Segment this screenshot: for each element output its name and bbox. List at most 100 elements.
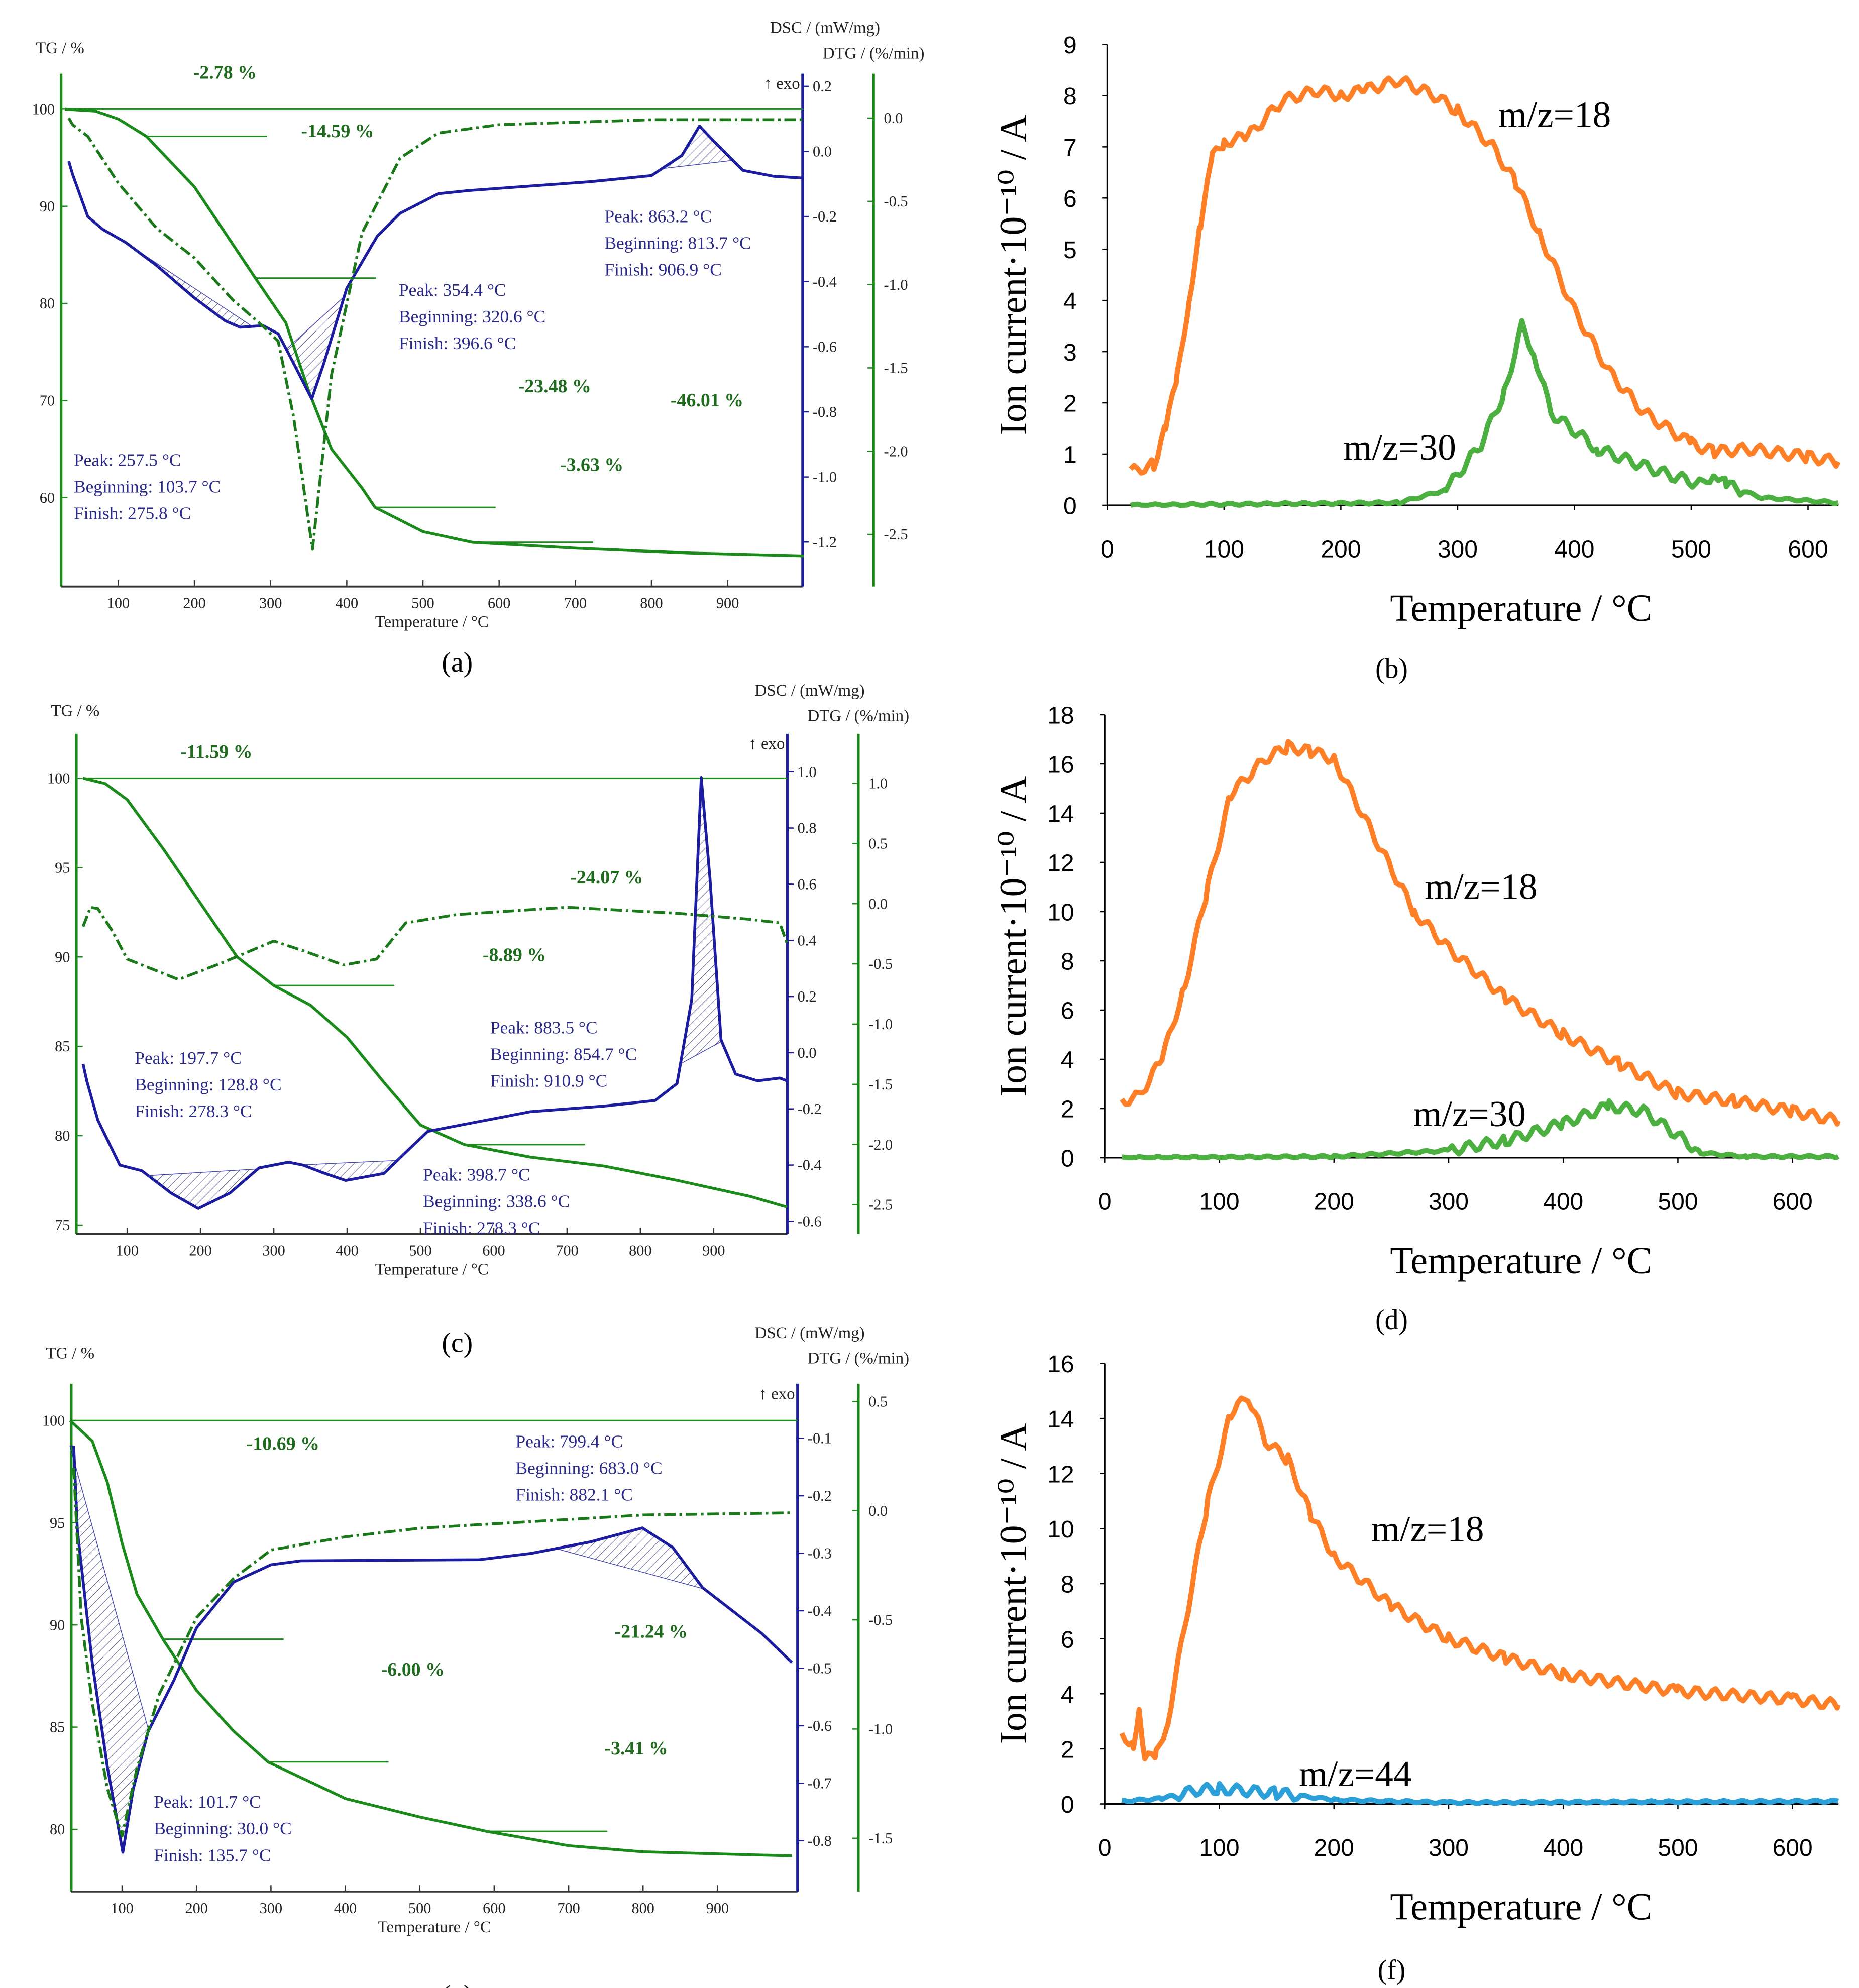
x-tick-label: 200 bbox=[1321, 536, 1361, 563]
series-line-mz18 bbox=[1120, 739, 1841, 1127]
dtg-tick-label: -2.5 bbox=[868, 1196, 893, 1213]
x-tick-label: 200 bbox=[185, 1900, 207, 1917]
dsc-tick-label: 0.0 bbox=[798, 1044, 817, 1061]
y-tick-label: 6 bbox=[1061, 998, 1074, 1025]
dsc-tick-label: -0.2 bbox=[808, 1487, 832, 1504]
exo-label: ↑ exo bbox=[764, 75, 800, 93]
x-tick-label: 100 bbox=[116, 1242, 138, 1259]
dsc-axis-label: DSC / (mW/mg) bbox=[755, 1324, 865, 1342]
mass-loss-label: -3.41 % bbox=[604, 1738, 668, 1759]
x-tick-label: 100 bbox=[1199, 1835, 1239, 1861]
x-axis-label: Temperature / °C bbox=[1390, 587, 1652, 629]
tg-tick-label: 95 bbox=[50, 1514, 65, 1531]
tg-tick-label: 70 bbox=[40, 392, 55, 409]
x-tick-label: 100 bbox=[107, 595, 130, 612]
peak-beginning-label: Beginning: 338.6 °C bbox=[423, 1191, 570, 1211]
y-axis-label: Ion current·10⁻¹⁰ / A bbox=[993, 776, 1035, 1097]
x-tick-label: 600 bbox=[1773, 1835, 1813, 1861]
x-axis-label: Temperature / °C bbox=[1390, 1886, 1652, 1928]
dtg-tick-label: -1.5 bbox=[868, 1830, 893, 1847]
dsc-tick-label: 0.4 bbox=[798, 932, 817, 949]
dtg-tick-label: -0.5 bbox=[868, 1611, 893, 1628]
x-tick-label: 800 bbox=[632, 1900, 654, 1917]
x-tick-label: 400 bbox=[1543, 1189, 1583, 1216]
y-tick-label: 8 bbox=[1063, 83, 1077, 110]
y-tick-label: 2 bbox=[1061, 1737, 1074, 1763]
x-tick-label: 100 bbox=[1199, 1189, 1239, 1216]
dsc-tick-label: 0.2 bbox=[798, 988, 817, 1005]
dsc-tick-label: -0.8 bbox=[813, 403, 837, 420]
x-tick-label: 800 bbox=[640, 595, 663, 612]
tg-tick-label: 100 bbox=[32, 100, 55, 118]
dsc-tick-label: -0.4 bbox=[798, 1157, 822, 1174]
peak-beginning-label: Beginning: 128.8 °C bbox=[135, 1074, 281, 1094]
peak-finish-label: Finish: 135.7 °C bbox=[154, 1845, 271, 1865]
series-label: m/z=30 bbox=[1413, 1093, 1526, 1134]
dtg-tick-label: -1.5 bbox=[868, 1076, 893, 1093]
y-tick-label: 5 bbox=[1063, 237, 1077, 264]
tg-curve bbox=[69, 1419, 792, 1857]
tg-curve bbox=[82, 777, 788, 1209]
y-tick-label: 2 bbox=[1063, 391, 1077, 417]
panel-label: (b) bbox=[1375, 653, 1408, 685]
y-tick-label: 3 bbox=[1063, 340, 1077, 366]
ion-current-chart-f: 0 2 4 6 8 10 12 14 16 0 100 200 300 400 500 600 Ion curr… bbox=[993, 1351, 1841, 1985]
tg-axis-label: TG / % bbox=[36, 39, 84, 57]
exo-label: ↑ exo bbox=[748, 735, 785, 753]
x-axis-label: Temperature / °C bbox=[378, 1918, 491, 1936]
panel-label: (d) bbox=[1375, 1304, 1408, 1336]
peak-temperature-label: Peak: 799.4 °C bbox=[516, 1431, 623, 1451]
dsc-tick-label: 0.0 bbox=[813, 143, 832, 160]
peak-temperature-label: Peak: 257.5 °C bbox=[74, 450, 181, 470]
mass-loss-label: -21.24 % bbox=[615, 1621, 688, 1642]
tg-curve bbox=[65, 107, 804, 558]
mass-loss-label: -11.59 % bbox=[180, 741, 252, 762]
peak-finish-label: Finish: 882.1 °C bbox=[516, 1484, 633, 1504]
mass-loss-label: -2.78 % bbox=[193, 62, 257, 83]
dtg-tick-label: 0.0 bbox=[868, 1502, 888, 1519]
x-tick-label: 500 bbox=[411, 595, 434, 612]
dsc-tick-label: 0.8 bbox=[798, 820, 817, 837]
tg-tick-label: 75 bbox=[55, 1217, 70, 1234]
tg-tick-label: 100 bbox=[42, 1412, 65, 1429]
tg-dsc-chart-c: 100 200 300 400 500 600 700 800 900 100 95 90 85 80 75… bbox=[47, 682, 909, 1359]
x-tick-label: 600 bbox=[488, 595, 510, 612]
tg-tick-label: 90 bbox=[50, 1616, 65, 1633]
mass-loss-label: -8.89 % bbox=[483, 944, 546, 965]
peak-finish-label: Finish: 906.9 °C bbox=[604, 259, 721, 279]
dsc-tick-label: -0.2 bbox=[798, 1100, 822, 1118]
x-tick-label: 100 bbox=[1204, 536, 1244, 563]
dtg-tick-label: 0.5 bbox=[868, 1393, 888, 1410]
y-tick-label: 10 bbox=[1047, 900, 1074, 926]
ion-current-chart-b: 0 1 2 3 4 5 6 7 8 9 0 100 200 300 400 500 600 Ion current… bbox=[993, 32, 1841, 685]
x-tick-label: 500 bbox=[1671, 536, 1711, 563]
peak-beginning-label: Beginning: 683.0 °C bbox=[516, 1458, 663, 1478]
series-label: m/z=18 bbox=[1425, 866, 1538, 907]
peak-finish-label: Finish: 396.6 °C bbox=[399, 333, 516, 353]
tg-axis-label: TG / % bbox=[51, 702, 99, 720]
tg-tick-label: 85 bbox=[50, 1719, 65, 1736]
x-tick-label: 500 bbox=[1658, 1189, 1698, 1216]
dsc-tick-label: 0.6 bbox=[798, 875, 817, 893]
x-tick-label: 200 bbox=[189, 1242, 211, 1259]
dtg-tick-label: 0.5 bbox=[868, 835, 888, 852]
dtg-tick-label: 0.0 bbox=[884, 109, 903, 127]
dsc-tick-label: -1.2 bbox=[813, 533, 837, 550]
dtg-axis-label: DTG / (%/min) bbox=[808, 707, 910, 725]
x-tick-label: 900 bbox=[702, 1242, 725, 1259]
tg-tick-label: 85 bbox=[55, 1038, 70, 1055]
ion-current-chart-d: 0 2 4 6 8 10 12 14 16 18 0 100 200 300 400 500 600 Ion cu… bbox=[993, 703, 1841, 1336]
peak-beginning-label: Beginning: 30.0 °C bbox=[154, 1818, 292, 1838]
series-line-mz44 bbox=[1121, 1781, 1840, 1806]
y-tick-label: 1 bbox=[1063, 442, 1077, 469]
x-tick-label: 0 bbox=[1101, 536, 1114, 563]
y-tick-label: 14 bbox=[1047, 801, 1074, 828]
y-tick-label: 6 bbox=[1063, 186, 1077, 212]
x-tick-label: 900 bbox=[716, 595, 739, 612]
dsc-tick-label: -0.7 bbox=[808, 1775, 832, 1792]
dsc-tick-label: -0.6 bbox=[808, 1717, 832, 1734]
x-tick-label: 0 bbox=[1098, 1835, 1112, 1861]
y-tick-label: 8 bbox=[1061, 1572, 1074, 1598]
mass-loss-label: -46.01 % bbox=[671, 390, 743, 411]
